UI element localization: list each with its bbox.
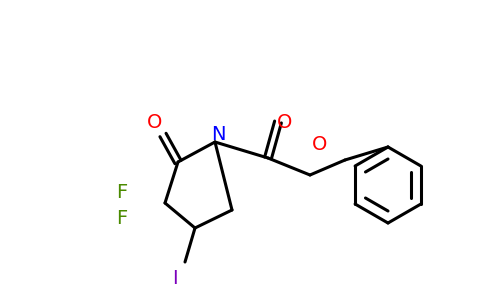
Text: F: F xyxy=(116,208,128,227)
Text: O: O xyxy=(312,136,328,154)
Text: O: O xyxy=(147,112,163,131)
Text: F: F xyxy=(116,182,128,202)
Text: I: I xyxy=(172,268,178,287)
Text: O: O xyxy=(277,112,293,131)
Text: N: N xyxy=(211,125,225,145)
